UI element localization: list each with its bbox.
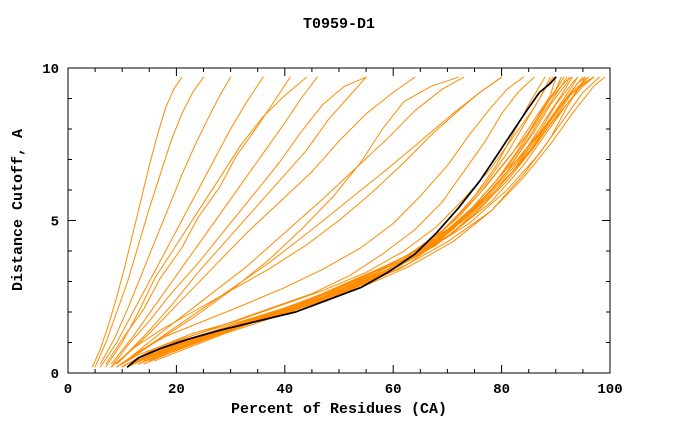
model-curve [127, 76, 565, 368]
model-curve [132, 76, 573, 365]
model-curve [138, 76, 587, 365]
model-curve [100, 76, 232, 365]
model-curve [121, 76, 554, 368]
reference-curve [126, 76, 557, 368]
y-tick-label: 10 [42, 62, 59, 78]
model-curve [91, 76, 183, 368]
axis-tick-labels: 0 20 40 60 80 100 0 5 10 [42, 62, 622, 398]
model-curve [121, 76, 459, 365]
model-curve [100, 76, 264, 368]
model-curve [121, 76, 503, 365]
model-curve [94, 76, 204, 368]
axis-ticks [67, 67, 611, 374]
y-axis-label: Distance Cutoff, A [10, 129, 27, 291]
y-tick-label: 5 [51, 215, 59, 231]
model-curve [127, 76, 568, 368]
model-curve [121, 76, 535, 368]
x-tick-label: 60 [385, 382, 402, 398]
x-tick-label: 80 [493, 382, 510, 398]
y-tick-label: 0 [51, 367, 59, 383]
model-curve [116, 76, 416, 365]
x-tick-label: 40 [276, 382, 293, 398]
model-curve [132, 76, 578, 365]
x-tick-label: 0 [64, 382, 72, 398]
model-curve [105, 76, 291, 365]
model-curve [127, 76, 570, 365]
model-curve [116, 76, 524, 368]
model-curve [132, 76, 573, 365]
chart-title: T0959-D1 [303, 16, 375, 33]
x-tick-label: 100 [597, 382, 622, 398]
model-curve [121, 76, 465, 365]
model-curve [110, 76, 318, 365]
model-curve [132, 76, 578, 365]
model-curve [110, 76, 503, 368]
x-axis-label: Percent of Residues (CA) [231, 401, 447, 418]
x-tick-label: 20 [168, 382, 185, 398]
model-curve [154, 76, 606, 362]
model-curves [91, 76, 606, 368]
model-curve [127, 76, 562, 368]
model-curve [143, 76, 589, 365]
model-curve [121, 76, 546, 368]
model-curve [105, 76, 307, 368]
model-curve [116, 76, 367, 365]
model-curve [110, 76, 367, 368]
